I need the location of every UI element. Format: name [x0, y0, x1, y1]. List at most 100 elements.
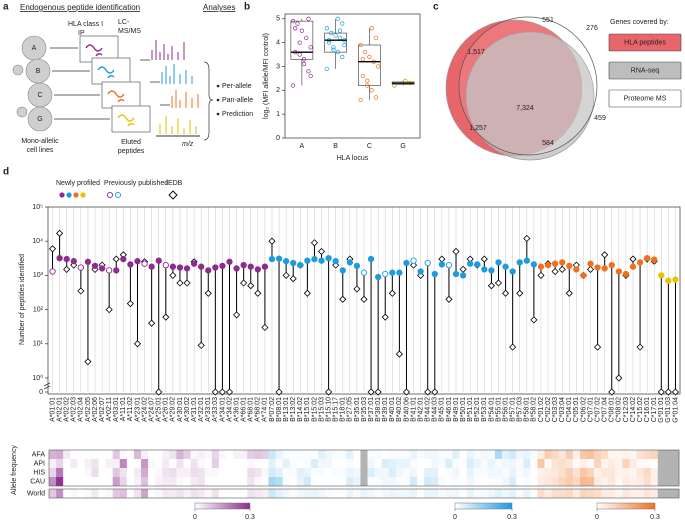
- colorbar: [596, 502, 656, 510]
- y-axis-label: log₂ (MFI allele/MFI control): [263, 33, 270, 119]
- peptide-marker: [658, 272, 665, 279]
- point: [373, 95, 379, 100]
- heat-cell: [636, 477, 644, 486]
- heat-cell: [410, 450, 418, 459]
- heat-cell: [586, 489, 595, 498]
- heat-cell: [84, 468, 92, 477]
- cell-label: B: [36, 68, 41, 75]
- x-tick-label: A*02:06: [92, 397, 99, 422]
- heat-cell: [402, 450, 411, 459]
- heat-cell: [119, 468, 128, 477]
- heat-cell: [225, 468, 234, 477]
- heat-cell: [126, 489, 135, 498]
- heat-cell: [629, 477, 637, 486]
- x-tick-label: B*35:03: [361, 397, 368, 422]
- point: [304, 35, 309, 40]
- peptide-marker: [459, 272, 467, 279]
- x-tick-label: A*74:01: [262, 397, 269, 422]
- iedb-marker: [183, 279, 191, 287]
- heat-cell: [303, 450, 312, 459]
- iedb-marker: [586, 265, 595, 273]
- heat-cell: [247, 450, 255, 459]
- heat-cell: [388, 489, 397, 498]
- heat-cell: [346, 477, 354, 486]
- legend-label: Newly profiled: [56, 180, 100, 187]
- heat-cell: [417, 489, 425, 498]
- iedb-marker: [211, 388, 219, 396]
- heat-cell: [544, 477, 552, 486]
- heat-cell: [410, 459, 418, 468]
- row-label: AFA: [32, 451, 46, 458]
- x-tick-label: A*01:01: [49, 397, 56, 422]
- heat-cell: [480, 459, 489, 468]
- heat-cell: [424, 489, 432, 498]
- peptide-marker: [106, 267, 113, 274]
- heat-cell: [133, 468, 142, 477]
- peptide-marker: [509, 268, 516, 275]
- iedb-marker: [516, 289, 524, 297]
- heat-cell: [452, 489, 460, 498]
- heat-cell: [650, 459, 659, 468]
- heat-cell: [261, 459, 269, 468]
- peptide-marker: [353, 262, 361, 270]
- heat-cell: [565, 477, 574, 486]
- y-tick-label: 0: [276, 135, 280, 142]
- heat-label: Allele frequency: [11, 445, 18, 495]
- heat-cell: [56, 450, 64, 459]
- x-tick-label: A*30:02: [184, 397, 191, 422]
- heat-cell: [204, 477, 213, 486]
- heat-cell: [204, 450, 213, 459]
- iedb-marker: [636, 343, 644, 351]
- heat-cell: [466, 468, 475, 477]
- heat-cell: [112, 459, 121, 468]
- heat-cell: [381, 459, 390, 468]
- heat-cell: [452, 477, 460, 486]
- peptide-marker: [672, 276, 679, 283]
- analysis-item: Pan-allele: [222, 97, 253, 104]
- heat-cell: [558, 468, 567, 477]
- heat-cell: [452, 468, 460, 477]
- heat-cell: [459, 489, 467, 498]
- legend-marker: [168, 190, 178, 200]
- legend-marker: [80, 192, 86, 198]
- x-tick-label: B*54:01: [488, 397, 495, 422]
- iedb-marker: [409, 261, 418, 269]
- heat-cell: [310, 489, 319, 498]
- heat-cell: [558, 450, 567, 459]
- iedb-marker: [509, 343, 517, 351]
- heat-cell: [494, 477, 503, 486]
- heat-cell: [126, 459, 135, 468]
- heat-cell: [218, 489, 227, 498]
- heat-cell: [247, 459, 255, 468]
- heat-cell: [332, 477, 340, 486]
- heat-cell: [56, 459, 64, 468]
- heat-cell: [664, 477, 673, 486]
- heat-cell: [148, 450, 156, 459]
- heat-cell: [84, 489, 92, 498]
- iedb-marker: [374, 388, 382, 396]
- heat-cell: [466, 489, 475, 498]
- heat-cell: [169, 489, 177, 498]
- point: [358, 97, 363, 102]
- x-tick-label: B*58:01: [524, 397, 531, 422]
- heat-cell: [225, 450, 234, 459]
- iedb-marker: [657, 388, 665, 396]
- heat-cell: [601, 489, 609, 498]
- heat-cell: [643, 468, 651, 477]
- x-tick-label: C*03:03: [552, 397, 559, 422]
- point: [369, 88, 374, 93]
- heat-cell: [438, 489, 446, 498]
- heat-cell: [275, 459, 283, 468]
- heat-cell: [664, 489, 673, 498]
- legend-marker: [66, 192, 72, 198]
- peptide-marker: [594, 264, 601, 271]
- y-tick-label: 3: [276, 63, 280, 70]
- heat-cell: [254, 468, 262, 477]
- heat-cell: [247, 477, 255, 486]
- heat-cell: [565, 489, 574, 498]
- heat-cell: [608, 459, 616, 468]
- heat-cell: [388, 459, 397, 468]
- heat-cell: [417, 450, 425, 459]
- heat-cell: [155, 450, 163, 459]
- x-tick-label: B*50:01: [460, 397, 467, 422]
